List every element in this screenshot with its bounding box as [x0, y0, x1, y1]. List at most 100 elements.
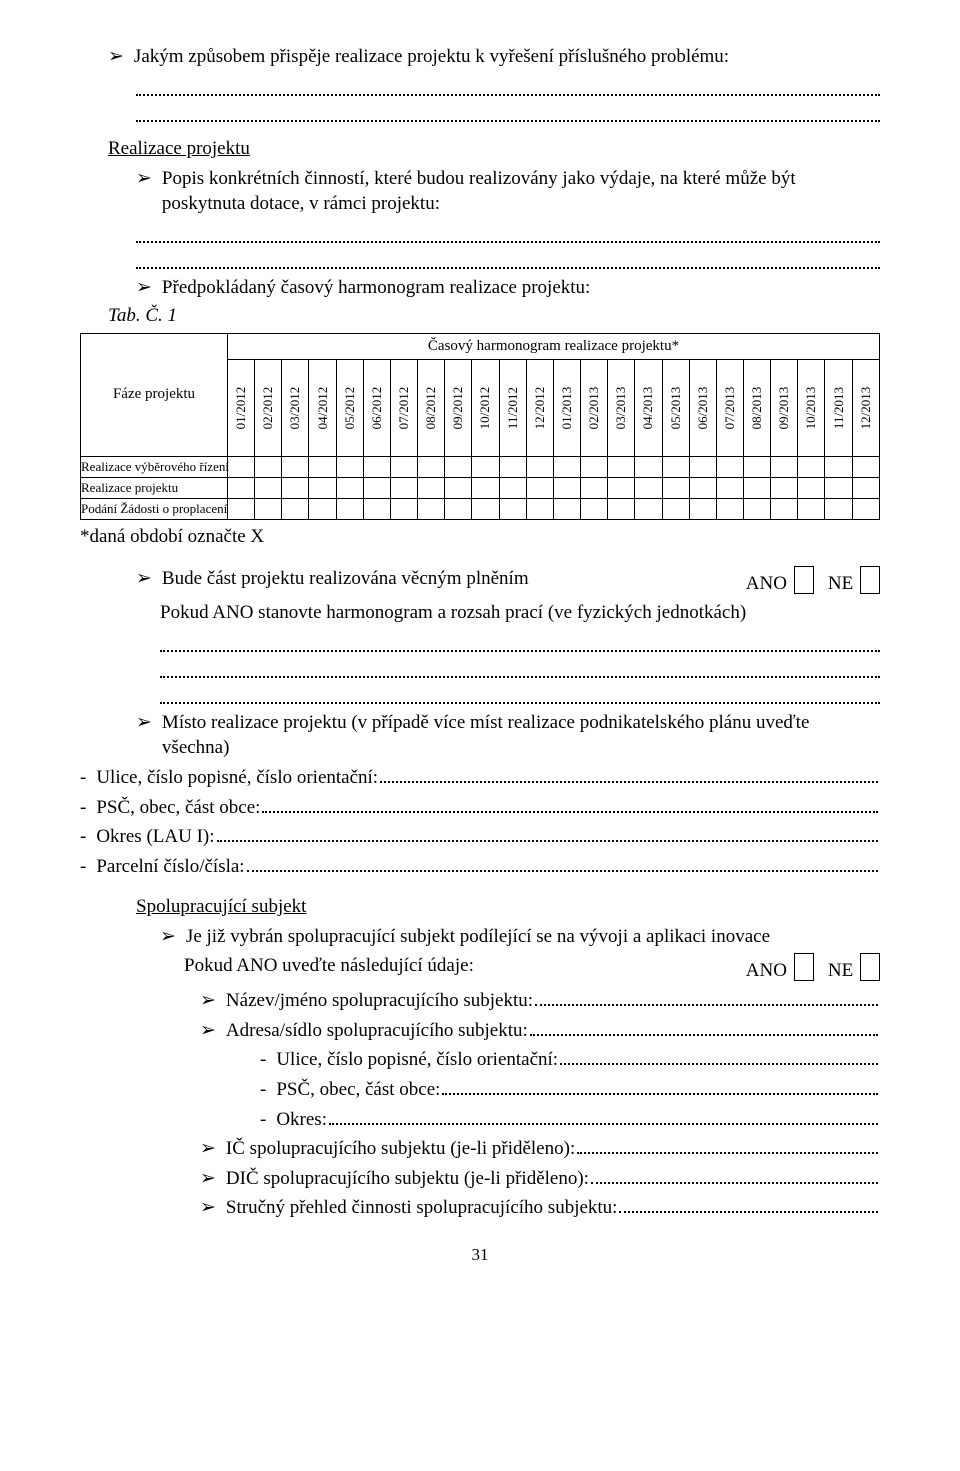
timeline-cell[interactable]	[526, 456, 553, 477]
month-header: 02/2012	[255, 359, 282, 456]
timeline-cell[interactable]	[309, 498, 336, 519]
timeline-cell[interactable]	[418, 477, 445, 498]
timeline-cell[interactable]	[309, 477, 336, 498]
field-okres: - Okres (LAU I):	[80, 824, 880, 850]
timeline-cell[interactable]	[418, 456, 445, 477]
checkbox-ne[interactable]	[860, 566, 880, 594]
timeline-cell[interactable]	[716, 456, 743, 477]
timeline-cell[interactable]	[282, 498, 309, 519]
timeline-cell[interactable]	[390, 498, 417, 519]
month-header: 04/2012	[309, 359, 336, 456]
timeline-cell[interactable]	[716, 498, 743, 519]
timeline-cell[interactable]	[689, 477, 716, 498]
timeline-cell[interactable]	[336, 498, 363, 519]
month-header: 07/2012	[390, 359, 417, 456]
timeline-cell[interactable]	[390, 456, 417, 477]
month-header: 08/2013	[743, 359, 770, 456]
timeline-cell[interactable]	[608, 456, 635, 477]
timeline-cell[interactable]	[581, 477, 608, 498]
timeline-cell[interactable]	[825, 456, 852, 477]
timeline-cell[interactable]	[336, 477, 363, 498]
timeline-cell[interactable]	[363, 456, 390, 477]
timeline-cell[interactable]	[662, 477, 689, 498]
timeline-cell[interactable]	[282, 477, 309, 498]
timeline-cell[interactable]	[825, 477, 852, 498]
timeline-cell[interactable]	[499, 498, 526, 519]
timeline-cell[interactable]	[363, 477, 390, 498]
text-spolu-q: Je již vybrán spolupracující subjekt pod…	[186, 924, 770, 950]
timeline-cell[interactable]	[716, 477, 743, 498]
line-spolu-pokud: Pokud ANO uveďte následující údaje: ANO …	[184, 953, 880, 984]
timeline-cell[interactable]	[581, 498, 608, 519]
timeline-cell[interactable]	[445, 498, 472, 519]
heading-spolu: Spolupracující subjekt	[136, 896, 880, 918]
timeline-cell[interactable]	[608, 498, 635, 519]
month-header: 09/2013	[771, 359, 798, 456]
timeline-cell[interactable]	[228, 477, 255, 498]
timeline-cell[interactable]	[553, 477, 580, 498]
timeline-cell[interactable]	[852, 477, 879, 498]
field-psc: - PSČ, obec, část obce:	[80, 795, 880, 821]
timeline-cell[interactable]	[336, 456, 363, 477]
bullet-adresa: ➢ Adresa/sídlo spolupracujícího subjektu…	[200, 1018, 880, 1044]
timeline-cell[interactable]	[282, 456, 309, 477]
timeline-cell[interactable]	[743, 498, 770, 519]
checkbox-ano[interactable]	[794, 566, 814, 594]
timeline-cell[interactable]	[771, 477, 798, 498]
timeline-cell[interactable]	[499, 477, 526, 498]
bullet-contribution: ➢ Jakým způsobem přispěje realizace proj…	[108, 44, 880, 70]
checkbox-ano-2[interactable]	[794, 953, 814, 981]
timeline-cell[interactable]	[445, 456, 472, 477]
bullet-ic: ➢ IČ spolupracujícího subjektu (je-li př…	[200, 1136, 880, 1162]
field-spolu-okres: - Okres:	[260, 1107, 880, 1133]
timeline-cell[interactable]	[526, 498, 553, 519]
timeline-cell[interactable]	[635, 456, 662, 477]
timeline-cell[interactable]	[798, 456, 825, 477]
arrow-icon: ➢	[200, 1195, 216, 1221]
timeline-cell[interactable]	[390, 477, 417, 498]
timeline-cell[interactable]	[771, 498, 798, 519]
timeline-cell[interactable]	[635, 477, 662, 498]
dotted-line	[160, 684, 880, 704]
month-header: 08/2012	[418, 359, 445, 456]
timeline-cell[interactable]	[852, 456, 879, 477]
timeline-cell[interactable]	[689, 456, 716, 477]
timeline-cell[interactable]	[689, 498, 716, 519]
timeline-cell[interactable]	[255, 498, 282, 519]
timeline-cell[interactable]	[743, 456, 770, 477]
month-header: 09/2012	[445, 359, 472, 456]
text-bude-cast: Bude část projektu realizována věcným pl…	[162, 568, 529, 589]
month-header: 12/2012	[526, 359, 553, 456]
timeline-cell[interactable]	[635, 498, 662, 519]
timeline-cell[interactable]	[662, 498, 689, 519]
timeline-cell[interactable]	[771, 456, 798, 477]
faze-header: Fáze projektu	[81, 333, 228, 456]
timeline-cell[interactable]	[255, 456, 282, 477]
timeline-cell[interactable]	[472, 498, 499, 519]
timeline-cell[interactable]	[445, 477, 472, 498]
timeline-cell[interactable]	[363, 498, 390, 519]
timeline-cell[interactable]	[499, 456, 526, 477]
timeline-cell[interactable]	[662, 456, 689, 477]
timeline-cell[interactable]	[581, 456, 608, 477]
timeline-cell[interactable]	[228, 456, 255, 477]
timeline-cell[interactable]	[472, 456, 499, 477]
timeline-cell[interactable]	[798, 498, 825, 519]
timeline-cell[interactable]	[553, 498, 580, 519]
timeline-cell[interactable]	[309, 456, 336, 477]
arrow-icon: ➢	[136, 275, 152, 301]
timeline-cell[interactable]	[255, 477, 282, 498]
timeline-cell[interactable]	[553, 456, 580, 477]
timeline-cell[interactable]	[825, 498, 852, 519]
arrow-icon: ➢	[136, 166, 152, 192]
timeline-cell[interactable]	[608, 477, 635, 498]
timeline-cell[interactable]	[526, 477, 553, 498]
timeline-cell[interactable]	[743, 477, 770, 498]
timeline-cell[interactable]	[798, 477, 825, 498]
timeline-cell[interactable]	[472, 477, 499, 498]
timeline-cell[interactable]	[228, 498, 255, 519]
checkbox-ne-2[interactable]	[860, 953, 880, 981]
timeline-cell[interactable]	[852, 498, 879, 519]
timeline-cell[interactable]	[418, 498, 445, 519]
dotted-line	[136, 223, 880, 243]
